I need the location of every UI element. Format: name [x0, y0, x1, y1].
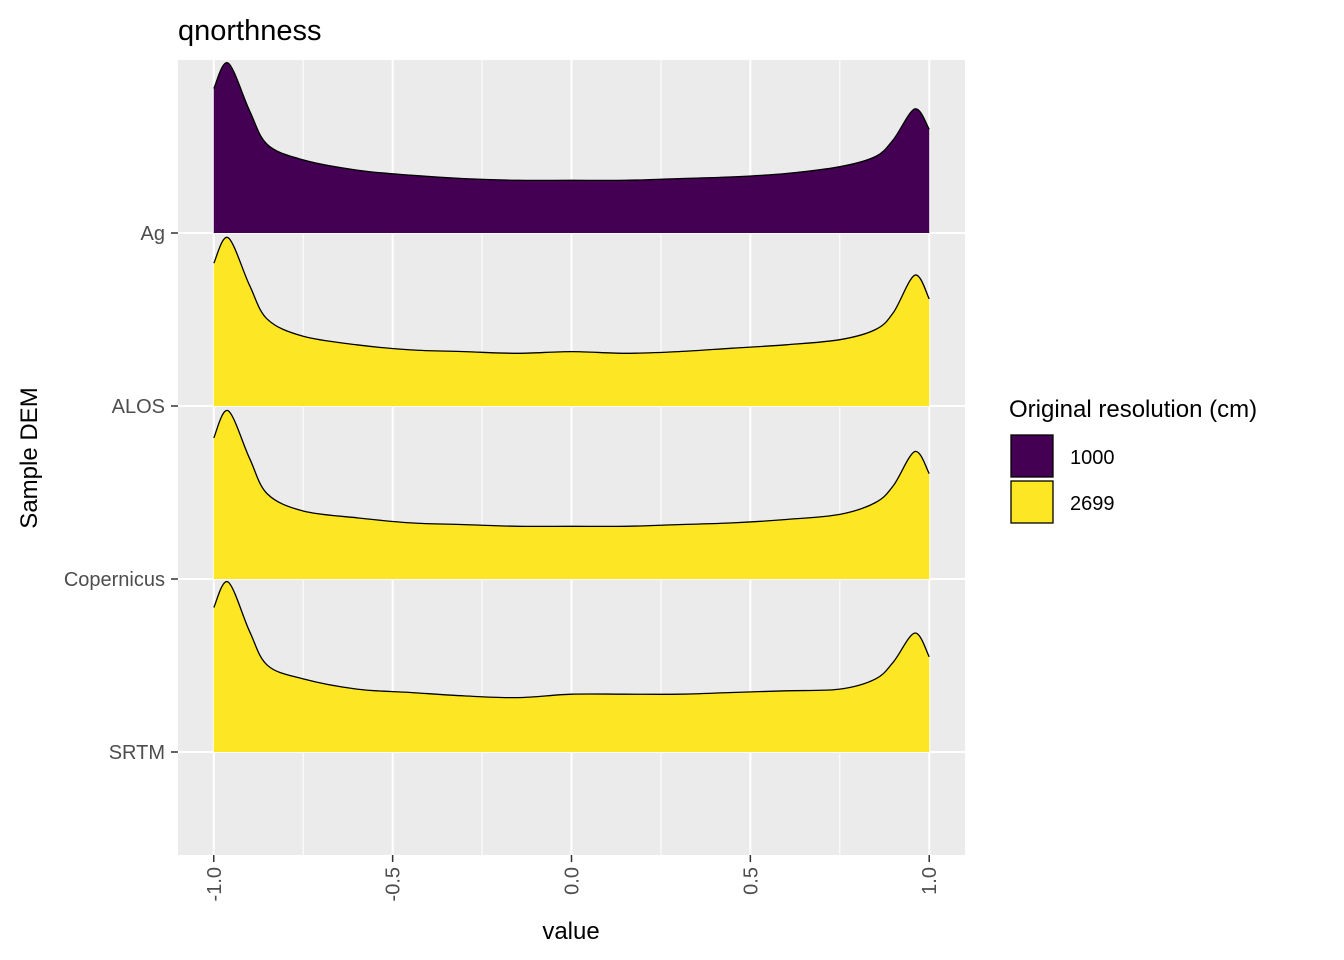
x-tick-label: 0.0: [562, 867, 584, 895]
legend-key: [1010, 434, 1054, 478]
y-tick-label: Copernicus: [64, 569, 165, 591]
legend-key: [1010, 480, 1054, 524]
legend-label: 2699: [1070, 493, 1115, 515]
y-tick-label: Ag: [141, 223, 165, 245]
legend: Original resolution (cm) 1000 2699: [1009, 396, 1257, 524]
ridge-area-alos: [213, 237, 930, 406]
y-axis-title: Sample DEM: [16, 387, 43, 528]
chart-title: qnorthness: [178, 15, 322, 47]
legend-label: 1000: [1070, 447, 1115, 469]
ridge-line-srtm: [213, 581, 930, 699]
x-axis: -1.0 -0.5 0.0 0.5 1.0: [204, 855, 941, 901]
y-axis: Ag ALOS Copernicus SRTM: [64, 223, 178, 764]
ridge-area-copernicus: [213, 410, 930, 579]
ridge-line-ag: [213, 62, 930, 182]
ridge-area-ag: [213, 62, 930, 233]
ridges: [213, 62, 930, 752]
legend-title: Original resolution (cm): [1009, 396, 1257, 423]
ridge-area-srtm: [213, 581, 930, 752]
ridge-line-alos: [213, 236, 930, 354]
x-tick-label: -1.0: [204, 867, 226, 901]
x-tick-label: 1.0: [919, 867, 941, 895]
ridge-line-copernicus: [213, 410, 930, 528]
y-tick-label: ALOS: [112, 396, 165, 418]
x-axis-title: value: [542, 918, 599, 945]
y-tick-label: SRTM: [109, 742, 165, 764]
x-tick-label: 0.5: [740, 867, 762, 895]
x-tick-label: -0.5: [383, 867, 405, 901]
